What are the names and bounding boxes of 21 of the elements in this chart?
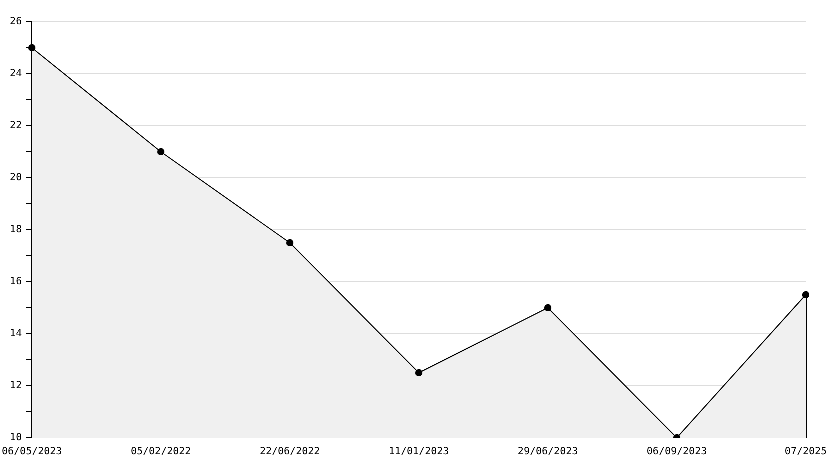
x-tick-label: 05/02/2022 xyxy=(130,446,192,458)
y-tick-label: 16 xyxy=(10,276,22,288)
y-tick-label: 18 xyxy=(10,224,22,236)
point xyxy=(285,238,295,248)
y-tick-label: 20 xyxy=(10,172,22,184)
point xyxy=(801,290,811,300)
x-tick-label: 29/06/2023 xyxy=(518,446,578,458)
y-tick-label: 12 xyxy=(10,380,22,392)
x-tick-label: 06/09/2023 xyxy=(646,446,708,458)
x-tick-label: 07/2025 xyxy=(784,446,828,458)
y-tick-label: 24 xyxy=(10,68,22,80)
y-tick-label: 26 xyxy=(10,16,22,28)
x-tick-label: 22/06/2022 xyxy=(260,446,320,458)
y-tick-label: 10 xyxy=(10,432,22,444)
y-tick-label: 22 xyxy=(10,120,22,132)
point xyxy=(543,303,553,313)
x-tick-label: 06/05/2023 xyxy=(2,446,62,458)
y-tick-label: 14 xyxy=(10,328,22,340)
x-tick-label: 11/01/2023 xyxy=(388,446,450,458)
point xyxy=(156,147,166,157)
point xyxy=(414,368,424,378)
